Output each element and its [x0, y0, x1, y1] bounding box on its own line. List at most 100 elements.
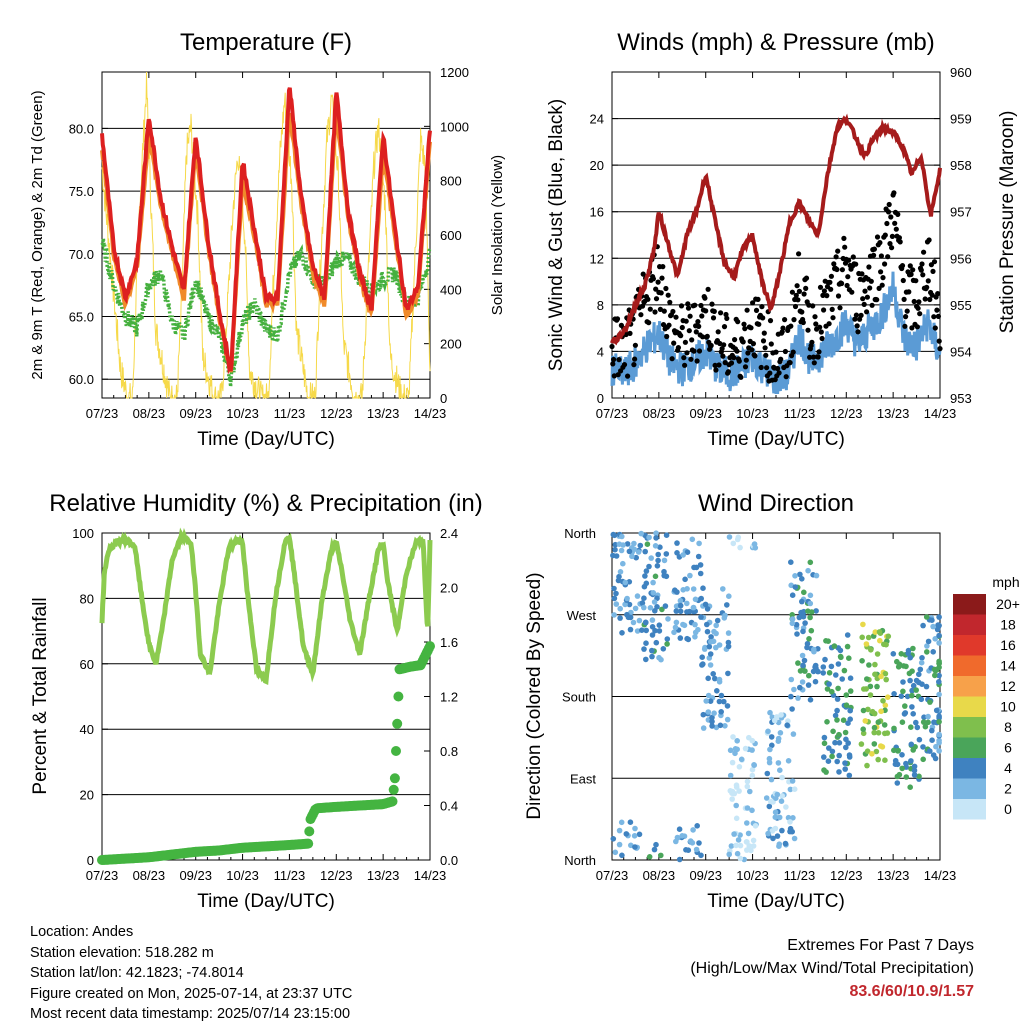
- gust-point: [671, 340, 677, 346]
- direction-point: [655, 557, 661, 564]
- direction-point: [749, 772, 756, 779]
- x-tick-label-[object Object]-7: 14/23: [924, 868, 957, 883]
- direction-point: [649, 624, 656, 630]
- direction-point: [797, 684, 803, 691]
- y-right-tick-label-2-5: 2.0: [440, 581, 458, 596]
- rainfall-point: [304, 826, 315, 837]
- gust-point: [916, 299, 922, 305]
- x-axis-label-[object Object]: Time (Day/UTC): [197, 429, 335, 450]
- direction-point: [730, 734, 736, 740]
- gust-point: [803, 285, 809, 291]
- direction-point: [765, 728, 771, 735]
- rainfall-point: [387, 796, 398, 807]
- direction-point: [613, 590, 619, 597]
- x-tick-label-[object Object]-5: 12/23: [830, 406, 863, 421]
- direction-point: [698, 595, 704, 602]
- x-tick-label-[object Object]-5: 12/23: [320, 406, 353, 421]
- direction-point: [775, 735, 782, 742]
- direction-point: [875, 719, 882, 725]
- gust-point: [695, 319, 701, 325]
- direction-point: [882, 670, 889, 677]
- colorbar-swatch-9: [953, 778, 986, 799]
- gust-point: [724, 315, 730, 321]
- gust-point: [663, 285, 669, 292]
- direction-point: [745, 830, 752, 837]
- gust-point: [819, 335, 825, 342]
- gust-point: [660, 264, 666, 270]
- gust-point: [744, 307, 750, 313]
- direction-point: [749, 807, 755, 814]
- gust-point: [609, 343, 615, 350]
- gust-point: [811, 360, 817, 366]
- direction-point: [789, 706, 795, 712]
- direction-point: [675, 835, 681, 841]
- direction-point: [836, 731, 842, 738]
- direction-point: [652, 573, 659, 580]
- direction-point: [826, 745, 832, 751]
- direction-point: [913, 719, 919, 726]
- direction-point: [642, 573, 648, 579]
- direction-point: [826, 681, 832, 687]
- direction-point: [664, 636, 671, 642]
- direction-point: [800, 613, 807, 620]
- gust-point: [799, 309, 805, 315]
- gust-point: [878, 253, 885, 259]
- direction-point: [906, 670, 913, 677]
- gust-point: [921, 249, 927, 255]
- gust-point: [919, 261, 925, 267]
- direction-point: [724, 716, 731, 723]
- direction-point: [936, 672, 942, 679]
- direction-point: [792, 584, 799, 590]
- gust-point: [877, 240, 883, 246]
- gust-point: [899, 263, 906, 269]
- gust-point: [835, 293, 842, 299]
- gust-point: [688, 356, 694, 362]
- gust-point: [718, 310, 724, 316]
- gust-point: [650, 276, 657, 282]
- gust-point: [686, 328, 692, 334]
- direction-point: [693, 846, 700, 853]
- direction-point: [907, 654, 913, 661]
- series-pressure-maroon: [610, 113, 942, 346]
- direction-point: [737, 832, 743, 838]
- direction-point: [726, 851, 732, 858]
- gust-point: [818, 329, 824, 335]
- x-axis-label-[object Object]: Time (Day/UTC): [197, 891, 335, 912]
- gust-point: [715, 329, 721, 335]
- gust-point: [631, 362, 637, 368]
- gust-point: [833, 254, 839, 260]
- gust-point: [760, 338, 767, 344]
- station-location: Location: Andes: [30, 924, 134, 940]
- direction-point: [802, 668, 808, 674]
- direction-point: [894, 780, 901, 786]
- direction-point: [774, 714, 780, 720]
- gust-point: [900, 277, 906, 284]
- direction-point: [788, 676, 795, 683]
- x-tick-label-[object Object]-0: 07/23: [86, 406, 119, 421]
- direction-point: [884, 730, 891, 736]
- direction-point: [636, 831, 643, 838]
- direction-point: [649, 653, 655, 660]
- direction-point: [634, 628, 641, 634]
- direction-point: [860, 730, 867, 737]
- gust-point: [666, 322, 672, 328]
- direction-tick-label-2: South: [562, 690, 596, 705]
- x-tick-label-[object Object]-5: 12/23: [830, 868, 863, 883]
- direction-point: [725, 643, 732, 650]
- x-tick-label-[object Object]-5: 12/23: [320, 868, 353, 883]
- direction-point: [766, 803, 773, 810]
- gust-point: [801, 291, 807, 297]
- direction-point: [656, 628, 663, 634]
- direction-point: [703, 698, 709, 704]
- direction-point: [901, 711, 908, 717]
- y-axis-label-0: 2m & 9m T (Red, Orange) & 2m Td (Green): [29, 90, 46, 379]
- gust-point: [859, 271, 865, 277]
- y-tick-label-1-1: 4: [597, 344, 604, 359]
- direction-point: [920, 744, 926, 750]
- direction-point: [612, 541, 619, 548]
- direction-point: [936, 614, 942, 620]
- direction-point: [916, 736, 923, 743]
- direction-point: [685, 636, 692, 643]
- gust-point: [645, 296, 651, 302]
